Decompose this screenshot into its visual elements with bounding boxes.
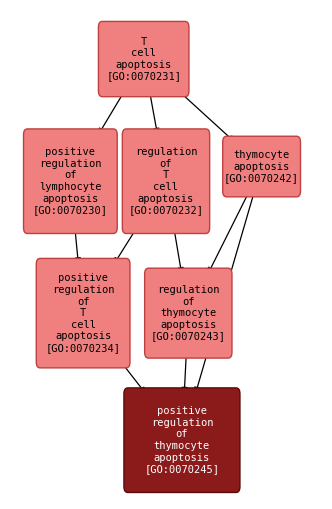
Text: positive
regulation
of
thymocyte
apoptosis
[GO:0070245]: positive regulation of thymocyte apoptos… [144,406,219,474]
FancyBboxPatch shape [223,136,300,197]
Text: regulation
of
T
cell
apoptosis
[GO:0070232]: regulation of T cell apoptosis [GO:00702… [128,147,204,215]
FancyBboxPatch shape [145,268,232,358]
Text: positive
regulation
of
T
cell
apoptosis
[GO:0070234]: positive regulation of T cell apoptosis … [45,273,121,353]
FancyBboxPatch shape [36,259,130,368]
Text: T
cell
apoptosis
[GO:0070231]: T cell apoptosis [GO:0070231] [106,37,181,81]
Text: positive
regulation
of
lymphocyte
apoptosis
[GO:0070230]: positive regulation of lymphocyte apopto… [33,147,108,215]
FancyBboxPatch shape [98,21,189,97]
Text: thymocyte
apoptosis
[GO:0070242]: thymocyte apoptosis [GO:0070242] [224,150,299,183]
FancyBboxPatch shape [122,129,210,234]
FancyBboxPatch shape [124,388,240,493]
FancyBboxPatch shape [24,129,117,234]
Text: regulation
of
thymocyte
apoptosis
[GO:0070243]: regulation of thymocyte apoptosis [GO:00… [151,285,226,342]
